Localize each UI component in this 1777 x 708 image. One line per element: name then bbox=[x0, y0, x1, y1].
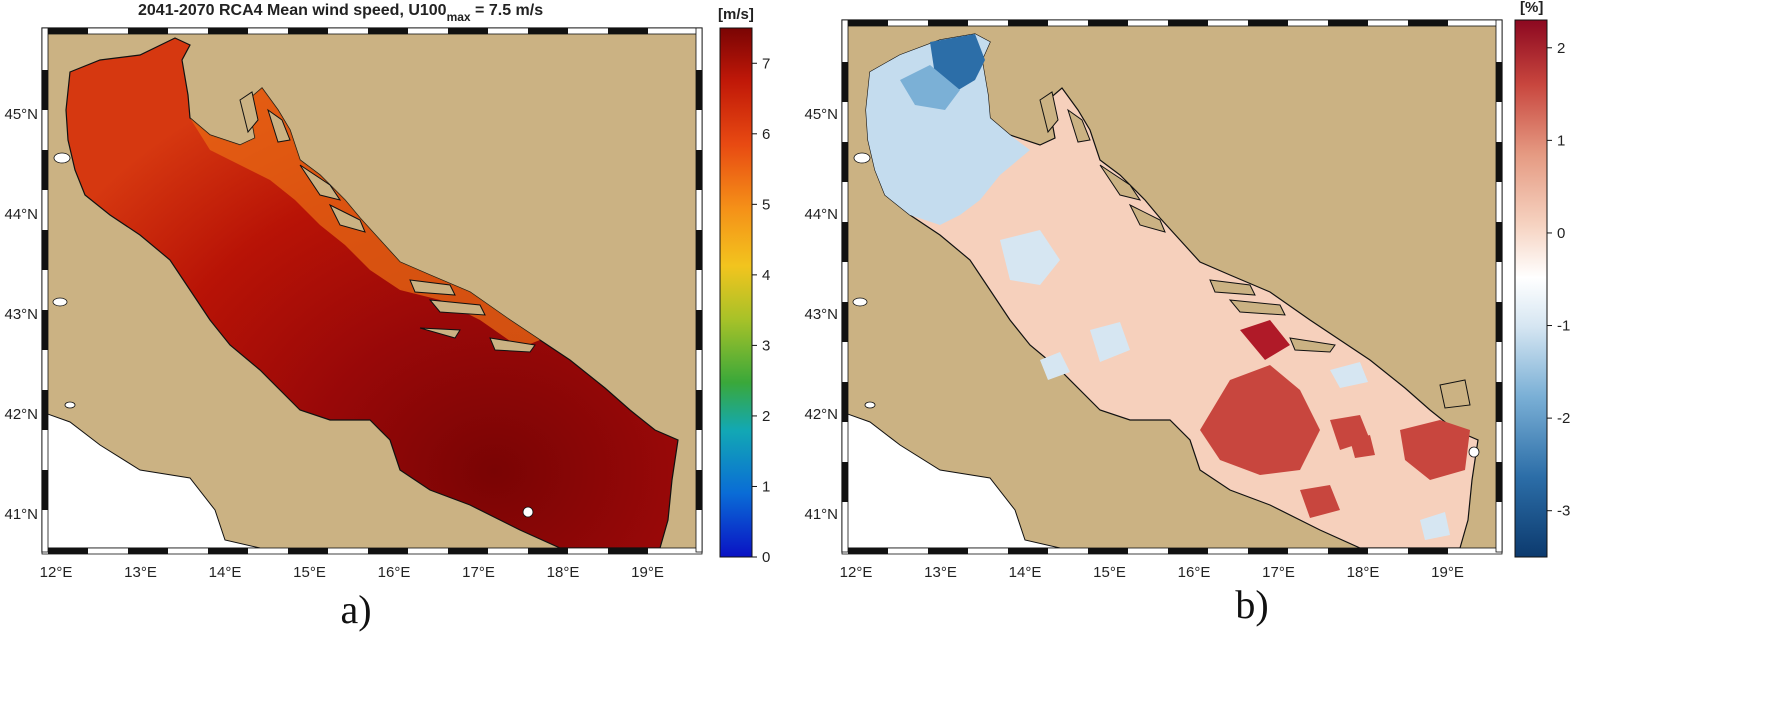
frame-ticks-a bbox=[41, 27, 703, 555]
y-tick-label: 41°N bbox=[4, 506, 38, 523]
x-tick-label: 14°E bbox=[209, 564, 242, 581]
colorbar-tick-label: 7 bbox=[762, 55, 770, 72]
colorbar-a bbox=[719, 27, 753, 558]
coastal-band-a bbox=[190, 88, 540, 348]
colorbar-tick-label: 0 bbox=[762, 549, 770, 566]
colorbar-tick-label: 4 bbox=[762, 267, 770, 284]
colorbar-tick-label: 1 bbox=[1557, 132, 1565, 149]
outside-land-b bbox=[848, 413, 1061, 548]
colorbar-tick-label: -3 bbox=[1557, 503, 1570, 520]
colorbar-tick-label: 6 bbox=[762, 126, 770, 143]
frame-ticks-b bbox=[841, 19, 1503, 555]
colorbar-tick-label: 3 bbox=[762, 337, 770, 354]
panel-b-map bbox=[848, 26, 1496, 548]
y-tick-label: 45°N bbox=[804, 106, 838, 123]
colorbar-tick-label: -1 bbox=[1557, 318, 1570, 335]
y-tick-label: 44°N bbox=[804, 206, 838, 223]
y-tick-label: 43°N bbox=[804, 306, 838, 323]
panel-a-map bbox=[48, 34, 696, 548]
panel-b-label: b) bbox=[1235, 582, 1268, 627]
outside-land-a bbox=[48, 413, 261, 548]
x-tick-label: 19°E bbox=[1431, 564, 1464, 581]
x-tick-label: 17°E bbox=[1262, 564, 1295, 581]
y-tick-label: 45°N bbox=[4, 106, 38, 123]
x-axis-ticks-b: 12°E 13°E 14°E 15°E 16°E 17°E 18°E 19°E bbox=[840, 564, 1464, 581]
x-tick-label: 14°E bbox=[1009, 564, 1042, 581]
negative-patches-b bbox=[866, 34, 1450, 540]
colorbar-tick-label: 2 bbox=[762, 408, 770, 425]
colorbar-a-ticks: 0 1 2 3 4 5 6 7 bbox=[752, 55, 770, 566]
colorbar-tick-label: 0 bbox=[1557, 225, 1565, 242]
colorbar-b-unit: [%] bbox=[1520, 0, 1543, 16]
panel-a: 2041-2070 RCA4 Mean wind speed, U100max … bbox=[4, 2, 770, 632]
positive-patches-b bbox=[1200, 320, 1470, 518]
x-tick-label: 19°E bbox=[631, 564, 664, 581]
x-tick-label: 18°E bbox=[547, 564, 580, 581]
x-tick-label: 15°E bbox=[1093, 564, 1126, 581]
panel-a-title: 2041-2070 RCA4 Mean wind speed, U100max … bbox=[138, 2, 543, 24]
y-tick-label: 41°N bbox=[804, 506, 838, 523]
y-axis-ticks-b: 41°N 42°N 43°N 44°N 45°N bbox=[804, 106, 838, 523]
x-tick-label: 18°E bbox=[1347, 564, 1380, 581]
islands-a bbox=[239, 91, 536, 353]
y-tick-label: 44°N bbox=[4, 206, 38, 223]
x-tick-label: 12°E bbox=[40, 564, 73, 581]
islands-b bbox=[1039, 91, 1471, 409]
offshore-islands-a bbox=[52, 152, 76, 409]
y-axis-ticks-a: 41°N 42°N 43°N 44°N 45°N bbox=[4, 106, 38, 523]
x-tick-label: 12°E bbox=[840, 564, 873, 581]
x-tick-label: 16°E bbox=[1178, 564, 1211, 581]
colorbar-a-unit: [m/s] bbox=[718, 6, 754, 23]
x-tick-label: 15°E bbox=[293, 564, 326, 581]
x-axis-ticks-a: 12°E 13°E 14°E 15°E 16°E 17°E 18°E 19°E bbox=[40, 564, 664, 581]
marker-a bbox=[522, 506, 534, 518]
colorbar-tick-label: -2 bbox=[1557, 410, 1570, 427]
colorbar-tick-label: 5 bbox=[762, 196, 770, 213]
y-tick-label: 42°N bbox=[804, 406, 838, 423]
x-tick-label: 16°E bbox=[378, 564, 411, 581]
y-tick-label: 42°N bbox=[4, 406, 38, 423]
colorbar-tick-label: 2 bbox=[1557, 40, 1565, 57]
panel-a-label: a) bbox=[340, 587, 371, 632]
x-tick-label: 17°E bbox=[462, 564, 495, 581]
marker-b bbox=[1468, 446, 1480, 458]
x-tick-label: 13°E bbox=[924, 564, 957, 581]
colorbar-b bbox=[1514, 19, 1548, 558]
y-tick-label: 43°N bbox=[4, 306, 38, 323]
adriatic-sea-a bbox=[65, 37, 679, 548]
colorbar-b-ticks: 2 1 0 -1 -2 -3 bbox=[1547, 40, 1570, 520]
x-tick-label: 13°E bbox=[124, 564, 157, 581]
colorbar-tick-label: 1 bbox=[762, 478, 770, 495]
panel-b: 12°E 13°E 14°E 15°E 16°E 17°E 18°E 19°E 41°N 42°… bbox=[804, 0, 1570, 627]
adriatic-sea-b bbox=[865, 33, 1479, 548]
offshore-islands-b bbox=[852, 152, 876, 409]
